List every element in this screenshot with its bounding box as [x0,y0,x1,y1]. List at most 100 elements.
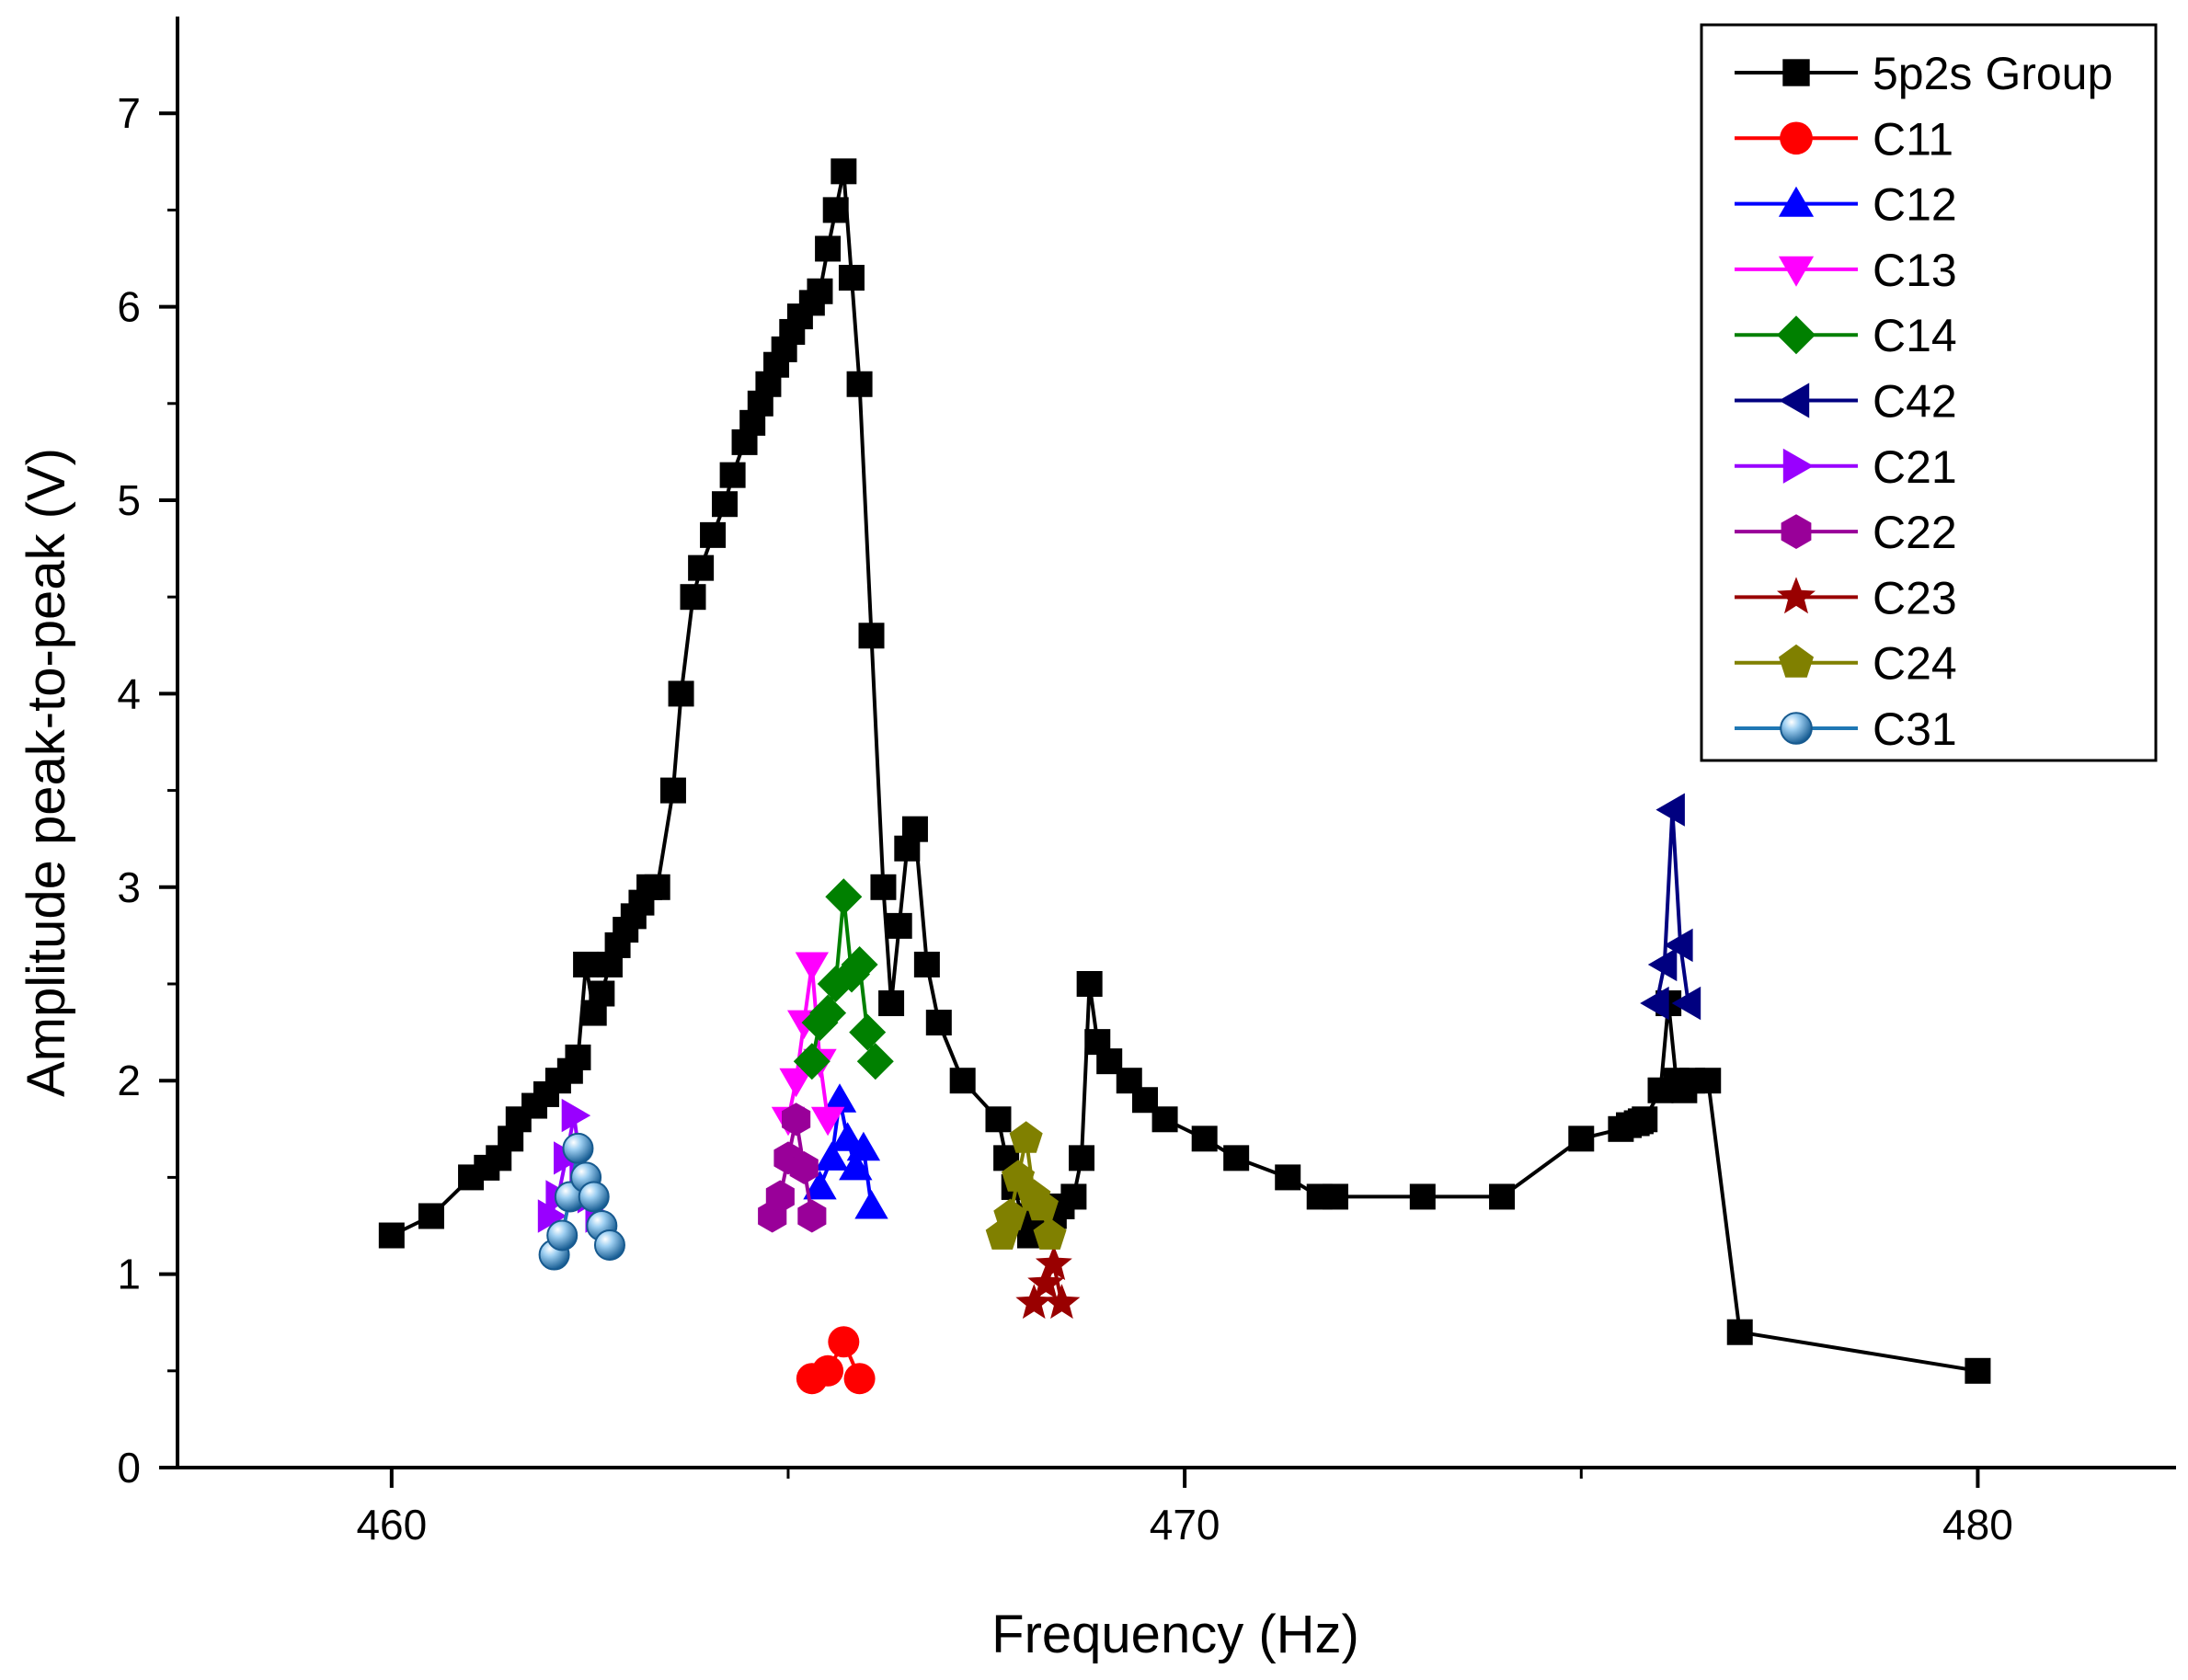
data-point [644,874,670,900]
x-tick-label: 480 [1942,1501,2013,1549]
legend-label: C14 [1873,310,1957,361]
data-point [812,1354,844,1387]
data-point [688,554,715,581]
data-point [1043,1284,1081,1320]
data-point [810,1106,845,1137]
legend-item: C42 [1735,376,1957,428]
data-point [843,1363,876,1395]
data-point [985,1106,1012,1133]
data-point [779,1068,813,1098]
data-point [886,912,912,939]
legend-item: 5p2s Group [1735,48,2113,99]
series-c12 [803,1083,888,1219]
data-point [846,371,873,397]
series-c11 [796,1326,876,1395]
data-point [537,1199,567,1233]
data-point [589,980,615,1007]
data-point [831,158,857,185]
data-point [546,1219,579,1251]
data-point [815,235,842,262]
data-point [793,1043,831,1080]
data-point [1655,793,1685,827]
legend-label: C11 [1873,113,1953,165]
y-tick-label: 5 [117,476,141,524]
data-point [1069,1145,1095,1171]
legend-label: C22 [1873,507,1957,558]
data-point [1409,1183,1436,1210]
legend-marker [1778,256,1815,287]
legend-marker [1782,59,1810,86]
data-point [578,1181,610,1213]
legend-marker [1781,514,1812,549]
data-point [680,584,706,611]
series-layer [378,158,1991,1395]
legend-item: C24 [1735,638,1957,690]
legend-item: C23 [1735,572,1957,623]
data-point [856,1043,894,1080]
legend-marker [1782,448,1814,484]
data-point [1695,1068,1722,1094]
data-point [565,1044,591,1070]
legend-marker [1779,383,1810,418]
axes: 0 1 2 3 4 5 6 7 460 470 480 [117,17,2176,1549]
legend-label: C23 [1873,572,1957,623]
legend-item: C14 [1735,310,1957,361]
data-point [1726,1319,1753,1345]
data-point [782,1103,811,1137]
data-point [562,1132,594,1164]
data-point [1632,1106,1658,1133]
data-point [901,816,928,842]
legend-marker [1780,712,1813,745]
data-point [825,878,863,916]
legend-label: C42 [1873,376,1957,428]
data-point [1275,1164,1301,1191]
data-point [711,491,738,518]
series-c42 [1640,793,1701,1021]
data-point [841,946,878,983]
data-point [561,1098,591,1133]
data-point [1965,1357,1991,1384]
legend-label: C13 [1873,245,1957,296]
data-point [418,1203,444,1229]
data-point [822,197,849,223]
y-axis-label: Amplitude peak-to-peak (V) [17,448,76,1097]
data-point [815,1141,849,1171]
data-point [878,990,905,1017]
data-point [659,777,686,804]
data-point [1035,1245,1072,1281]
data-point [838,265,865,291]
data-point [1489,1183,1516,1210]
legend-box [1700,23,2158,762]
series-c22 [758,1103,827,1233]
series-c24 [985,1121,1067,1250]
legend-label: C21 [1873,441,1957,493]
data-point [993,1198,1027,1230]
data-point [1640,986,1669,1021]
data-point [789,1150,819,1184]
data-point [858,623,885,649]
data-point [854,1190,888,1219]
data-point [719,462,746,488]
data-point [1664,928,1693,963]
y-tick-label: 4 [117,669,141,717]
data-point [795,952,829,981]
series-c23 [1015,1245,1081,1320]
data-point [809,994,847,1032]
x-axis-label: Frequency (Hz) [991,1605,1359,1664]
legend-label: C24 [1873,638,1957,690]
legend-label: C31 [1873,703,1957,755]
data-point [1671,986,1701,1021]
data-point [1191,1126,1218,1152]
legend-item: C13 [1735,245,1957,296]
data-point [822,1083,857,1113]
legend-item: C11 [1735,113,1953,165]
data-point [849,1013,887,1051]
data-point [831,1122,865,1151]
data-point [1151,1106,1178,1133]
x-tick-label: 460 [356,1501,427,1549]
data-point [803,1170,837,1200]
data-point [1009,1121,1043,1153]
data-point [828,1326,860,1358]
data-point [797,1199,827,1233]
